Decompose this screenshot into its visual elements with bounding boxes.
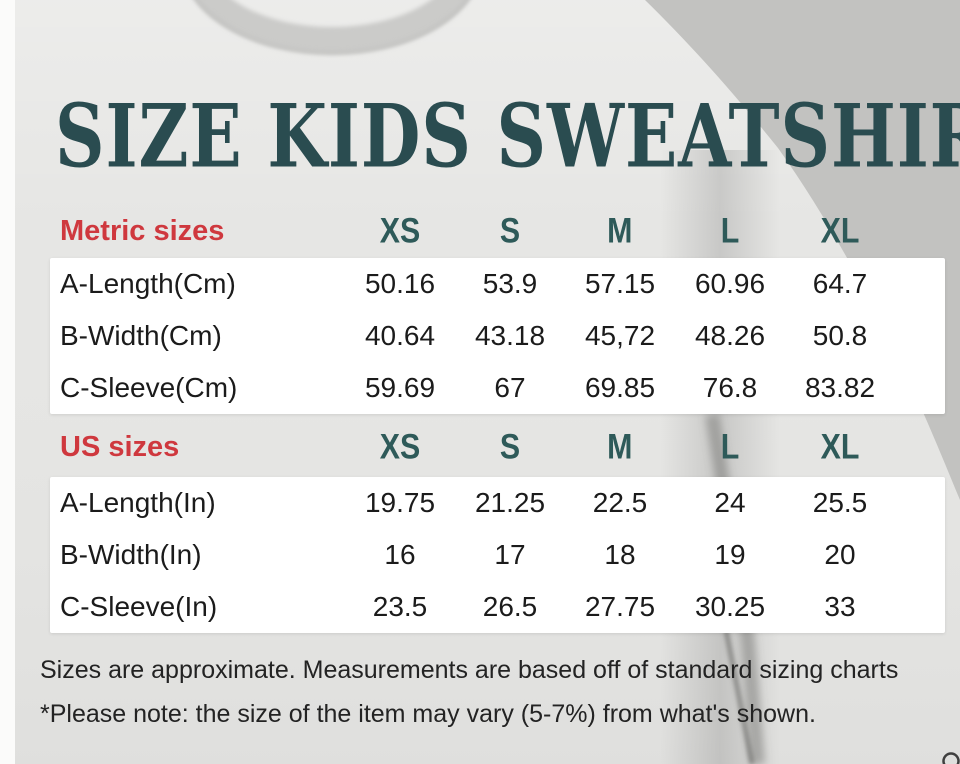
- size-column: XS: [345, 210, 455, 251]
- size-value: 40.64: [364, 320, 436, 351]
- size-column: L: [675, 426, 785, 467]
- footnote-line-2: *Please note: the size of the item may v…: [40, 700, 816, 728]
- size-column: M: [565, 426, 675, 467]
- size-value: 67: [494, 372, 526, 403]
- left-light-strip: [0, 0, 15, 764]
- footnote-line-1: Sizes are approximate. Measurements are …: [40, 656, 899, 684]
- size-value: 69.85: [584, 372, 656, 403]
- table-row: A-Length(In) 19.75 21.25 22.5 24 25.5: [50, 477, 945, 529]
- size-value: 50.8: [812, 320, 868, 351]
- size-value: 64.7: [812, 268, 868, 299]
- size-column-header: S: [499, 426, 521, 467]
- size-value: 83.82: [804, 372, 876, 403]
- size-value: 16: [384, 539, 416, 570]
- metric-table: A-Length(Cm) 50.16 53.9 57.15 60.96 64.7…: [50, 258, 945, 414]
- table-row: C-Sleeve(In) 23.5 26.5 27.75 30.25 33: [50, 581, 945, 633]
- size-column-header: L: [720, 426, 740, 467]
- size-column-header: XL: [820, 210, 860, 251]
- table-row: C-Sleeve(Cm) 59.69 67 69.85 76.8 83.82: [50, 362, 945, 414]
- size-value: 21.25: [474, 487, 546, 518]
- size-value: 25.5: [812, 487, 868, 518]
- size-value: 22.5: [592, 487, 648, 518]
- size-column-header: XL: [820, 426, 860, 467]
- table-row: A-Length(Cm) 50.16 53.9 57.15 60.96 64.7: [50, 258, 945, 310]
- size-value: 50.16: [364, 268, 436, 299]
- size-column: M: [565, 210, 675, 251]
- size-value: 60.96: [694, 268, 766, 299]
- size-value: 17: [494, 539, 526, 570]
- size-value: 59.69: [364, 372, 436, 403]
- measurement-label: B-Width(In): [60, 539, 202, 570]
- size-value: 24: [714, 487, 746, 518]
- section-label-metric: Metric sizes: [60, 214, 225, 247]
- size-column: XL: [785, 426, 895, 467]
- size-column-header: L: [720, 210, 740, 251]
- size-value: 48.26: [694, 320, 766, 351]
- size-column-header: M: [607, 426, 633, 467]
- size-value: 19.75: [364, 487, 436, 518]
- size-value: 45,72: [584, 320, 656, 351]
- size-column: XL: [785, 210, 895, 251]
- page-title-text: SIZE KIDS SWEATSHIRT: [55, 85, 960, 188]
- size-column: S: [455, 426, 565, 467]
- size-value: 76.8: [702, 372, 758, 403]
- us-table: A-Length(In) 19.75 21.25 22.5 24 25.5 B-…: [50, 477, 945, 633]
- measurement-label: C-Sleeve(In): [60, 591, 218, 622]
- watermark-circle: [942, 752, 960, 764]
- size-column-header: XS: [379, 426, 421, 467]
- collar-rib: [196, 0, 468, 53]
- size-value: 43.18: [474, 320, 546, 351]
- size-value: 20: [824, 539, 856, 570]
- size-column: S: [455, 210, 565, 251]
- us-header-row: US sizes XS S M L XL: [50, 424, 945, 470]
- size-value: 33: [824, 591, 856, 622]
- fold-seam-line: [723, 629, 755, 764]
- page-title: SIZE KIDS SWEATSHIRT: [55, 93, 960, 180]
- size-column: XS: [345, 426, 455, 467]
- size-value: 18: [604, 539, 636, 570]
- size-value: 53.9: [482, 268, 538, 299]
- measurement-label: C-Sleeve(Cm): [60, 372, 238, 403]
- size-value: 57.15: [584, 268, 656, 299]
- size-column-header: M: [607, 210, 633, 251]
- size-value: 19: [714, 539, 746, 570]
- size-column-header: S: [499, 210, 521, 251]
- size-column: L: [675, 210, 785, 251]
- table-row: B-Width(In) 16 17 18 19 20: [50, 529, 945, 581]
- size-value: 26.5: [482, 591, 538, 622]
- measurement-label: A-Length(Cm): [60, 268, 236, 299]
- size-column-header: XS: [379, 210, 421, 251]
- collar-seam: [194, 0, 470, 55]
- measurement-label: A-Length(In): [60, 487, 216, 518]
- size-value: 30.25: [694, 591, 766, 622]
- table-row: B-Width(Cm) 40.64 43.18 45,72 48.26 50.8: [50, 310, 945, 362]
- section-label-us: US sizes: [60, 430, 180, 463]
- size-value: 27.75: [584, 591, 656, 622]
- size-value: 23.5: [372, 591, 428, 622]
- measurement-label: B-Width(Cm): [60, 320, 222, 351]
- metric-header-row: Metric sizes XS S M L XL: [50, 208, 945, 254]
